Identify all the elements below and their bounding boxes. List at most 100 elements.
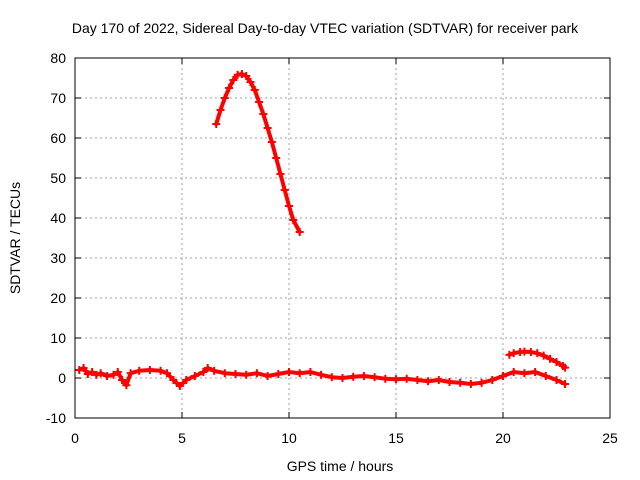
data-point <box>231 370 240 378</box>
data-point <box>182 376 191 384</box>
data-point <box>252 369 261 378</box>
data-point <box>156 366 165 375</box>
y-tick-label: 30 <box>50 250 66 266</box>
data-point <box>561 380 570 388</box>
data-point <box>381 374 390 383</box>
data-point <box>392 375 400 384</box>
data-point <box>402 374 411 383</box>
data-point <box>212 120 221 128</box>
data-point <box>561 363 570 372</box>
series-1 <box>212 70 304 236</box>
axis-ticks: 0 5 10 15 20 25 -10 0 10 20 30 40 50 60 70 80 <box>46 50 618 446</box>
data-point <box>338 374 347 382</box>
y-tick-label: 0 <box>58 370 66 386</box>
data-point <box>272 154 281 162</box>
data-point <box>327 373 336 382</box>
data-point <box>163 369 172 378</box>
data-point <box>424 377 433 386</box>
y-tick-label: -10 <box>46 410 66 426</box>
data-point <box>122 381 131 390</box>
data-point <box>295 228 304 236</box>
data-point <box>280 186 289 194</box>
data-point <box>250 86 259 94</box>
data-point <box>546 354 555 363</box>
y-tick-label: 10 <box>50 330 66 346</box>
plot-frame <box>74 57 611 419</box>
series-0 <box>75 364 570 390</box>
data-point <box>456 378 465 387</box>
data-point <box>175 382 184 390</box>
data-point <box>370 373 379 382</box>
data-point <box>237 70 246 78</box>
data-point <box>255 98 264 106</box>
data-point <box>267 138 276 146</box>
series-2 <box>505 347 570 372</box>
x-tick-label: 10 <box>281 430 297 446</box>
data-point <box>285 368 293 376</box>
data-points <box>75 70 570 390</box>
data-point <box>225 84 234 92</box>
data-point <box>246 78 255 86</box>
data-point <box>199 368 208 376</box>
y-tick-label: 70 <box>50 90 66 106</box>
data-point <box>552 358 561 366</box>
data-point <box>190 372 199 380</box>
y-tick-label: 60 <box>50 130 66 146</box>
data-point <box>434 376 443 384</box>
x-tick-label: 25 <box>602 430 618 446</box>
data-point <box>488 376 497 384</box>
data-point <box>103 372 112 380</box>
data-point <box>75 366 84 374</box>
data-point <box>216 106 225 114</box>
x-tick-label: 15 <box>388 430 404 446</box>
data-point <box>509 349 518 358</box>
data-point <box>263 372 272 380</box>
x-tick-label: 0 <box>71 430 79 446</box>
y-tick-label: 50 <box>50 170 66 186</box>
data-point <box>109 370 118 379</box>
data-point <box>413 376 422 384</box>
data-point <box>445 378 454 386</box>
data-point <box>295 369 304 378</box>
data-point <box>552 376 561 384</box>
data-point <box>276 170 285 178</box>
y-tick-label: 40 <box>50 210 66 226</box>
data-point <box>242 72 251 80</box>
data-point <box>126 369 135 378</box>
data-point <box>135 366 144 375</box>
data-point <box>477 378 486 387</box>
data-point <box>539 351 548 360</box>
data-point <box>229 76 238 84</box>
data-point <box>499 372 507 380</box>
grid-lines <box>75 58 610 418</box>
data-point <box>520 369 529 378</box>
x-axis-title: GPS time / hours <box>287 458 394 474</box>
data-point <box>317 370 326 379</box>
data-point <box>113 368 122 376</box>
data-point <box>169 376 178 384</box>
data-point <box>92 370 101 379</box>
data-point <box>349 372 358 381</box>
data-point <box>531 368 540 376</box>
data-point <box>466 380 475 388</box>
data-point <box>203 364 212 372</box>
data-point <box>359 372 368 380</box>
y-tick-label: 20 <box>50 290 66 306</box>
data-point <box>526 348 535 356</box>
data-point <box>285 202 293 210</box>
data-point <box>259 110 268 118</box>
data-point <box>274 370 283 378</box>
data-point <box>541 372 550 380</box>
data-point <box>88 368 97 376</box>
data-point <box>83 370 92 378</box>
data-point <box>79 364 88 372</box>
y-axis-title: SDTVAR / TECUs <box>7 182 23 294</box>
data-point <box>509 368 518 376</box>
data-point <box>220 369 229 378</box>
data-point <box>533 349 542 358</box>
data-point <box>210 366 219 375</box>
data-point <box>306 368 315 376</box>
data-point <box>242 370 251 379</box>
data-point <box>145 366 154 374</box>
chart-title: Day 170 of 2022, Sidereal Day-to-day VTE… <box>72 20 579 36</box>
